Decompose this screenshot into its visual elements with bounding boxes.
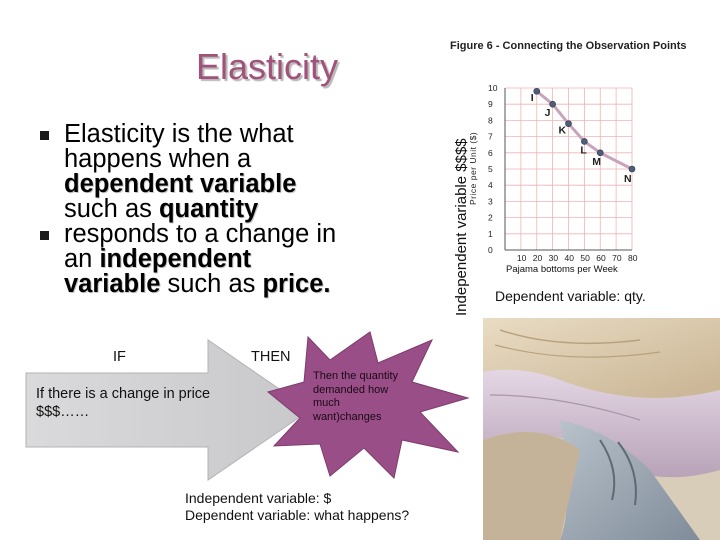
chart-y-tick-label: 7 [488, 132, 493, 142]
chart-x-tick-label: 30 [549, 253, 559, 263]
chart-y-axis-label: Price per Unit ($) [468, 131, 478, 205]
slide-title: Elasticity [196, 46, 339, 87]
chart-demand-line [535, 90, 633, 171]
chart-data-point [549, 100, 556, 108]
arrow-text: If there is a change in price $$$…… [36, 386, 211, 420]
demand-chart: 0 1 2 3 4 5 6 7 8 9 10 10 20 30 40 50 60 70 80 IJK LM N [488, 83, 638, 263]
chart-point-label: L [580, 144, 587, 156]
chart-data-point [596, 149, 604, 157]
chart-point-label: M [592, 156, 601, 168]
then-burst-shape [266, 331, 470, 480]
chart-point-label: N [624, 173, 632, 185]
bullet-line: variable such as price. [64, 270, 400, 298]
chart-y-tick-label: 6 [488, 148, 493, 158]
independent-variable-note: Independent variable: $ [185, 490, 332, 506]
chart-y-tick-label: 5 [488, 164, 493, 174]
bullet-text: an [64, 245, 100, 273]
then-label: THEN [251, 349, 291, 365]
bullet-text-bold: quantity [158, 195, 259, 223]
chart-x-axis-label: Pajama bottoms per Week [506, 264, 618, 275]
chart-point-label: K [559, 125, 567, 137]
chart-x-tick-label: 50 [580, 253, 590, 263]
bullet-line: dependent variable [64, 170, 297, 198]
chart-title: Figure 6 - Connecting the Observation Po… [450, 40, 687, 52]
bullet-item: responds to a change in an independent v… [40, 220, 400, 298]
chart-data-point [565, 120, 572, 127]
bullet-line: such as quantity [64, 195, 400, 223]
bullet-line: Elasticity is the what [64, 120, 294, 148]
chart-y-tick-label: 2 [488, 213, 493, 223]
dependent-quantity-label: Dependent variable: qty. [495, 288, 646, 304]
if-then-arrow [25, 339, 311, 481]
dependent-variable-note: Dependent variable: what happens? [185, 507, 410, 523]
chart-x-tick-label: 20 [533, 253, 543, 263]
burst-text: Then the quantity demanded how much want… [313, 370, 399, 423]
chart-data-point [533, 87, 541, 95]
pajama-bottoms-photo [483, 318, 720, 540]
bullet-text: such as [160, 270, 263, 298]
chart-x-tick-label: 70 [612, 253, 622, 263]
chart-y-tick-label: 3 [488, 196, 493, 206]
chart-point-label: J [545, 107, 551, 119]
bullet-text: such as [64, 195, 159, 223]
bullet-item: Elasticity is the what happens when a de… [40, 120, 400, 223]
bullet-text-bold: independent [99, 245, 252, 273]
bullet-line: responds to a change in [64, 220, 337, 248]
chart-x-tick-label: 80 [628, 253, 638, 263]
bullet-marker-icon [40, 131, 49, 140]
chart-y-tick-label: 9 [488, 99, 493, 109]
chart-x-tick-label: 10 [517, 253, 527, 263]
chart-data-point [581, 138, 588, 145]
bullet-text-bold: variable [64, 270, 161, 298]
bullet-line: happens when a [64, 145, 252, 173]
chart-y-tick-label: 4 [488, 180, 493, 190]
chart-y-tick-label: 10 [488, 83, 498, 93]
variable-note: Independent variable: $ Dependent variab… [185, 490, 409, 524]
bullet-line: an independent [64, 245, 400, 273]
chart-x-tick-label: 40 [565, 253, 575, 263]
if-label: IF [113, 349, 126, 365]
bullet-list: Elasticity is the what happens when a de… [40, 120, 400, 298]
chart-x-tick-label: 60 [596, 253, 606, 263]
chart-data-point [628, 165, 636, 173]
bullet-text-bold: price. [262, 270, 331, 298]
bullet-marker-icon [40, 231, 49, 240]
chart-y-tick-label: 0 [488, 245, 493, 255]
chart-point-label: I [531, 92, 534, 104]
chart-y-tick-label: 1 [488, 229, 493, 239]
chart-y-tick-label: 8 [488, 115, 493, 125]
